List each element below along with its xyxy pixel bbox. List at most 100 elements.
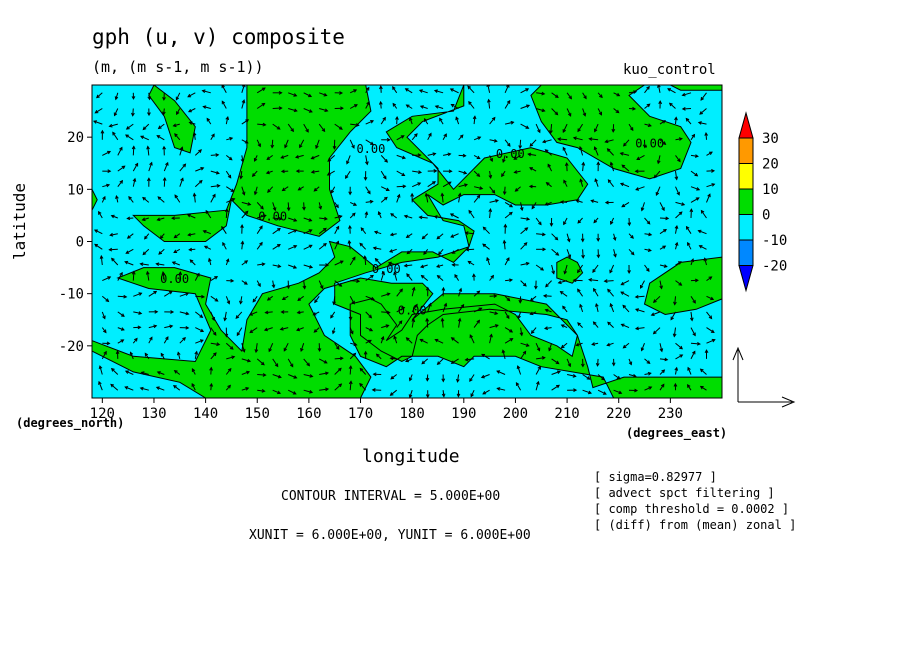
wind-vector <box>303 229 313 235</box>
wind-vector <box>396 306 406 313</box>
wind-vector <box>195 167 205 172</box>
wind-vector <box>658 100 663 109</box>
wind-vector <box>636 154 645 160</box>
wind-vector <box>613 92 621 97</box>
wind-vector <box>226 278 235 283</box>
wind-vector <box>115 194 119 203</box>
wind-vector <box>257 214 267 219</box>
wind-vector <box>577 322 583 328</box>
wind-vector <box>389 248 397 253</box>
wind-vector <box>620 291 630 297</box>
wind-vector <box>425 317 430 328</box>
wind-vector <box>451 248 459 254</box>
wind-vector <box>101 195 106 203</box>
wind-vector <box>288 217 298 222</box>
wind-vector <box>640 202 645 212</box>
wind-vector <box>287 389 297 395</box>
wind-vector <box>334 202 339 209</box>
wind-vector <box>622 139 630 147</box>
wind-vector <box>380 271 385 281</box>
wind-vector <box>396 320 403 328</box>
wind-vector <box>473 319 481 328</box>
wind-vector <box>173 369 181 375</box>
wind-vector <box>288 92 298 97</box>
wind-vector <box>265 170 273 175</box>
contour-label: 0.00 <box>398 304 427 318</box>
wind-vector <box>365 339 372 344</box>
wind-vector <box>578 145 584 156</box>
wind-vector <box>607 179 614 188</box>
y-tick-label: -20 <box>59 339 84 355</box>
wind-vector <box>700 92 707 101</box>
wind-vector <box>202 105 211 109</box>
wind-vector <box>706 338 716 344</box>
wind-vector <box>272 123 281 130</box>
wind-vector <box>371 388 382 392</box>
wind-vector <box>140 135 150 141</box>
wind-vector <box>327 155 336 162</box>
wind-vector <box>365 295 375 301</box>
wind-vector <box>187 232 196 237</box>
wind-vector <box>560 324 568 329</box>
wind-vector <box>210 193 216 203</box>
wind-vector <box>319 371 330 376</box>
wind-vector <box>436 233 444 240</box>
wind-vector <box>458 303 465 313</box>
wind-vector <box>536 356 546 360</box>
wind-vector <box>176 108 181 116</box>
wind-vector <box>450 337 459 344</box>
wind-vector <box>272 374 282 379</box>
wind-vector <box>458 287 463 297</box>
wind-vector <box>659 369 666 375</box>
wind-vector <box>267 186 274 193</box>
wind-vector <box>195 339 204 344</box>
wind-vector <box>456 374 460 383</box>
wind-vector <box>581 249 585 259</box>
wind-vector <box>421 358 429 365</box>
wind-vector <box>628 106 637 111</box>
wind-vector <box>241 210 249 219</box>
wind-vector <box>94 108 103 114</box>
wind-vector <box>628 233 634 239</box>
wind-vector <box>114 92 119 101</box>
wind-vector <box>659 264 668 268</box>
wind-vector <box>360 227 367 235</box>
wind-vector <box>551 358 560 365</box>
wind-vector <box>613 108 620 114</box>
wind-vector <box>162 176 167 187</box>
wind-vector <box>348 365 353 375</box>
wind-vector <box>470 389 475 398</box>
wind-vector <box>139 262 149 267</box>
wind-vector <box>613 389 623 395</box>
wind-vector <box>534 280 538 290</box>
wind-vector <box>194 272 200 281</box>
wind-vector <box>300 343 305 352</box>
wind-vector <box>380 170 387 180</box>
wind-vector <box>302 280 307 290</box>
wind-vector <box>350 123 360 127</box>
wind-vector <box>179 325 190 330</box>
wind-vector <box>457 317 462 328</box>
wind-vector <box>349 212 356 219</box>
wind-vector <box>520 227 529 235</box>
wind-vector <box>690 154 699 158</box>
wind-vector <box>101 350 107 360</box>
wind-vector <box>256 139 261 148</box>
wind-vector <box>659 202 665 212</box>
wind-vector <box>628 90 638 94</box>
wind-vector <box>427 302 432 313</box>
wind-vector <box>619 182 630 188</box>
wind-vector <box>156 217 165 222</box>
wind-vector <box>706 193 711 203</box>
wind-vector <box>256 202 264 210</box>
wind-vector <box>472 273 476 281</box>
vector-unit-text: XUNIT = 6.000E+00, YUNIT = 6.000E+00 <box>249 528 531 543</box>
wind-vector <box>241 280 248 285</box>
wind-vector <box>313 327 320 333</box>
wind-vector <box>489 199 500 203</box>
wind-vector <box>659 383 665 391</box>
wind-vector <box>628 373 637 378</box>
wind-vector <box>241 387 250 391</box>
wind-vector <box>644 103 651 109</box>
x-tick-label: 190 <box>451 406 476 422</box>
